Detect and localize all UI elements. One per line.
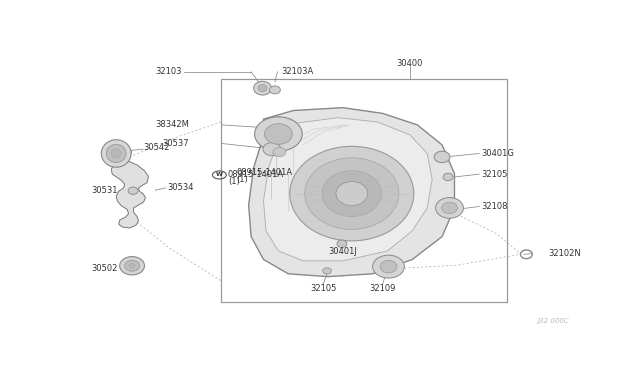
Text: 30542: 30542 (143, 143, 170, 152)
Text: 30401J: 30401J (328, 247, 357, 256)
Ellipse shape (106, 144, 126, 163)
Text: W: W (216, 173, 223, 177)
Ellipse shape (380, 260, 397, 273)
Ellipse shape (111, 149, 121, 158)
Polygon shape (264, 118, 432, 261)
Polygon shape (111, 159, 148, 228)
Text: 30537: 30537 (163, 139, 189, 148)
Text: 32102N: 32102N (548, 249, 582, 258)
Polygon shape (249, 108, 454, 277)
Ellipse shape (120, 257, 145, 275)
Ellipse shape (443, 173, 453, 181)
Ellipse shape (263, 142, 281, 156)
Text: 32105: 32105 (482, 170, 508, 179)
Ellipse shape (269, 86, 280, 94)
Text: 08915-1401A: 08915-1401A (228, 170, 284, 179)
Ellipse shape (258, 85, 267, 92)
Ellipse shape (436, 198, 463, 218)
Text: 30400: 30400 (397, 59, 423, 68)
Ellipse shape (336, 182, 367, 206)
Text: 32105: 32105 (310, 284, 336, 293)
Text: 38342M: 38342M (156, 121, 189, 129)
Ellipse shape (290, 146, 414, 241)
Ellipse shape (337, 240, 347, 247)
Ellipse shape (323, 268, 332, 274)
Ellipse shape (273, 147, 286, 157)
Text: 08915-1401A: 08915-1401A (236, 168, 292, 177)
Ellipse shape (129, 263, 135, 268)
Ellipse shape (101, 140, 131, 167)
Text: J32 000C: J32 000C (537, 318, 568, 324)
Ellipse shape (255, 117, 302, 151)
Text: 32109: 32109 (369, 284, 396, 293)
Text: 30401G: 30401G (482, 149, 515, 158)
Bar (221, 79, 507, 302)
Text: (1): (1) (228, 177, 239, 186)
Text: 32103: 32103 (155, 67, 182, 76)
Ellipse shape (125, 260, 140, 271)
Ellipse shape (128, 187, 138, 195)
Ellipse shape (442, 202, 458, 214)
Ellipse shape (305, 158, 399, 230)
Ellipse shape (264, 124, 292, 144)
Ellipse shape (434, 151, 450, 163)
Text: 30502: 30502 (91, 264, 117, 273)
Ellipse shape (372, 255, 404, 278)
Text: 30534: 30534 (167, 183, 193, 192)
Ellipse shape (253, 81, 271, 95)
Text: 30531: 30531 (91, 186, 117, 195)
Text: 32108: 32108 (482, 202, 508, 211)
Text: (1): (1) (236, 175, 248, 185)
Ellipse shape (322, 171, 381, 217)
Text: 32103A: 32103A (281, 67, 313, 76)
